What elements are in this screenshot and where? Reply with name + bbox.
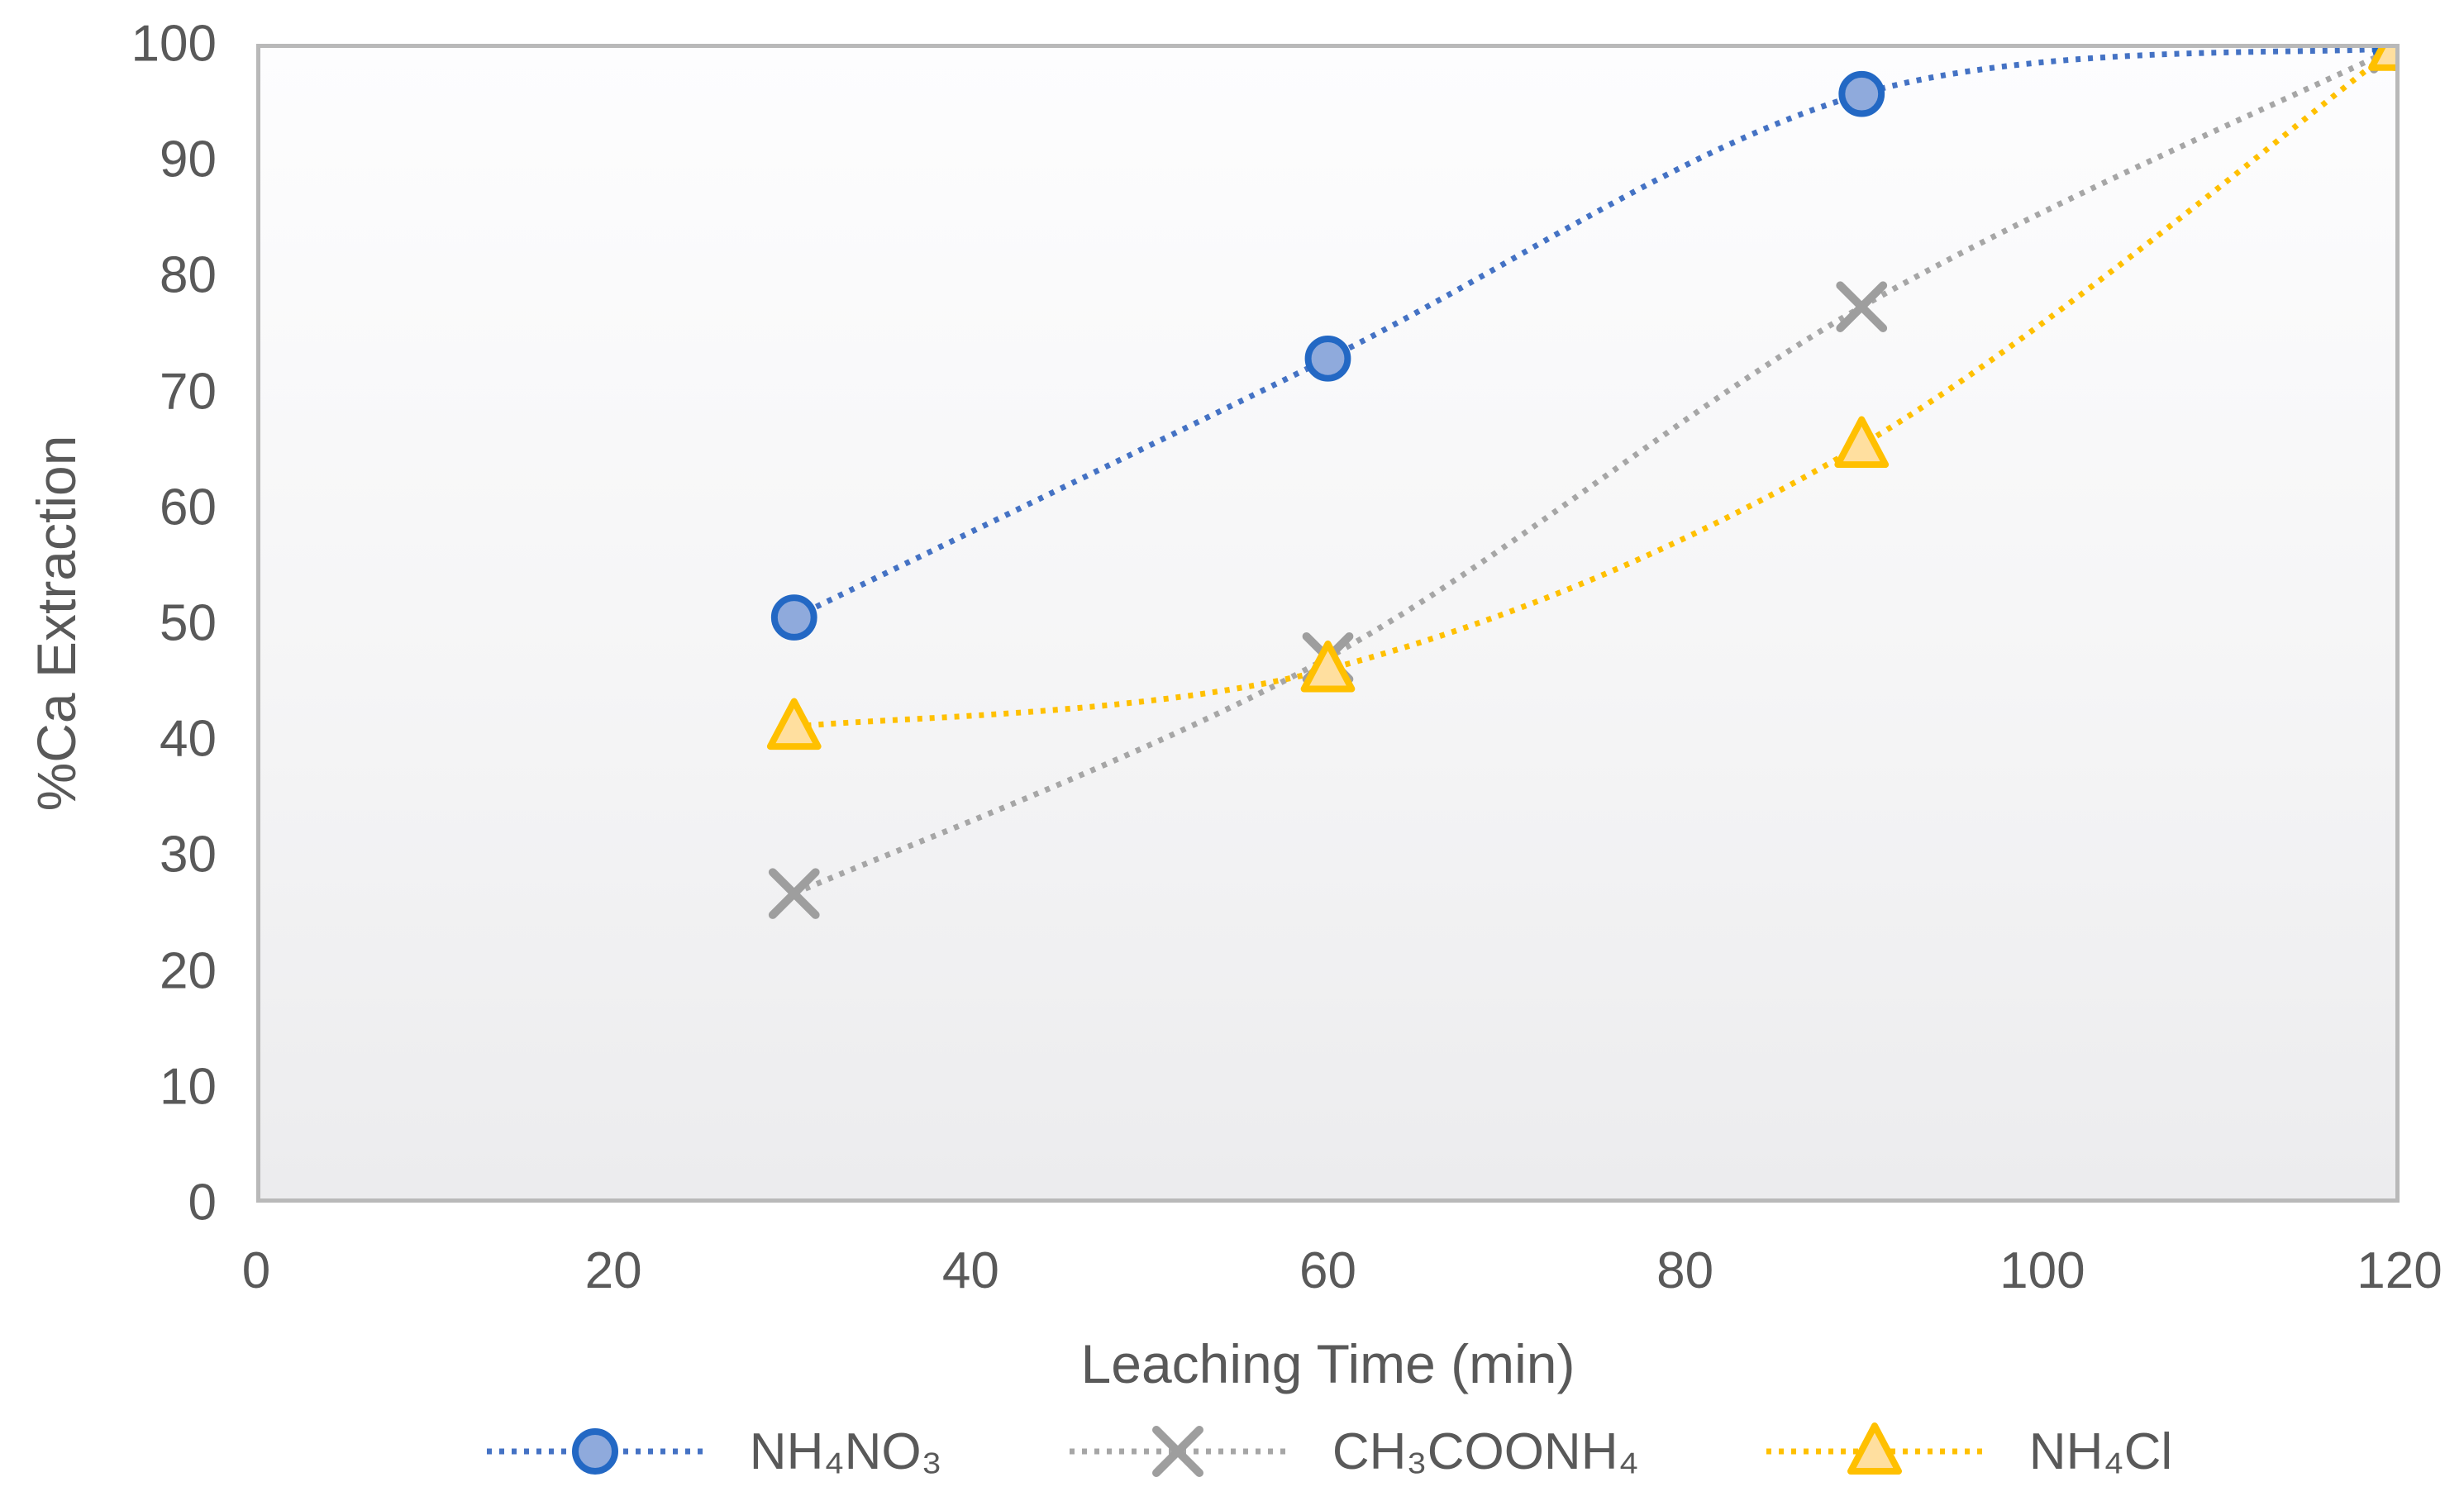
legend-marker-x: [1069, 1426, 1286, 1477]
series-line-1: [793, 48, 2395, 897]
x-axis-tick-labels: 0 20 40 60 80 100 120: [242, 1207, 2443, 1306]
y-tick-label: 40: [160, 710, 217, 768]
marker-x: [1836, 281, 1888, 332]
legend-item-label: NH₄NO₃: [749, 1422, 942, 1480]
marker-triangle: [766, 698, 822, 750]
marker-x: [1151, 1426, 1203, 1477]
marker-triangle: [1834, 416, 1890, 469]
marker-x: [768, 868, 820, 919]
legend-marker-circle: [486, 1428, 703, 1475]
x-tick-label: 20: [584, 1242, 642, 1299]
y-tick-label: 30: [160, 826, 217, 884]
legend-item-2: NH₄Cl: [1763, 1413, 2172, 1489]
x-tick-label: 0: [241, 1242, 271, 1299]
x-tick-label: 120: [2357, 1242, 2443, 1299]
x-tick-label: 40: [941, 1242, 999, 1299]
legend-item-0: NH₄NO₃: [484, 1413, 942, 1489]
legend-item-label: CH₃COONH₄: [1332, 1422, 1639, 1480]
x-axis-title: Leaching Time (min): [1080, 1333, 1575, 1394]
legend: NH₄NO₃ CH₃COONH₄ NH₄Cl: [256, 1403, 2400, 1499]
marker-circle: [770, 594, 817, 641]
marker-circle: [571, 1428, 618, 1475]
marker-circle: [1838, 70, 1885, 117]
marker-triangle: [2368, 48, 2395, 71]
legend-marker-triangle: [1766, 1422, 1983, 1475]
y-tick-label: 20: [160, 942, 217, 1000]
marker-triangle: [1300, 640, 1356, 693]
y-tick-label: 80: [160, 246, 217, 304]
x-tick-label: 100: [1999, 1242, 2085, 1299]
series-line-2: [794, 48, 2395, 730]
legend-item-1: CH₃COONH₄: [1066, 1413, 1639, 1489]
series-line-0: [793, 48, 2395, 621]
plot-svg: [766, 48, 2395, 919]
y-tick-label: 50: [160, 594, 217, 652]
y-tick-label: 90: [160, 131, 217, 188]
y-tick-label: 60: [160, 479, 217, 536]
y-tick-label: 100: [131, 15, 217, 73]
y-tick-label: 0: [188, 1174, 217, 1232]
x-tick-label: 60: [1299, 1242, 1356, 1299]
x-tick-label: 80: [1656, 1242, 1714, 1299]
marker-triangle: [1847, 1422, 1902, 1475]
plot-area: [256, 44, 2400, 1203]
marker-circle: [1304, 336, 1351, 382]
legend-item-label: NH₄Cl: [2028, 1422, 2173, 1480]
y-tick-label: 70: [160, 363, 217, 421]
y-axis-tick-labels: 0 10 20 30 40 50 60 70 80 90 100: [0, 16, 217, 1232]
y-tick-label: 10: [160, 1058, 217, 1116]
